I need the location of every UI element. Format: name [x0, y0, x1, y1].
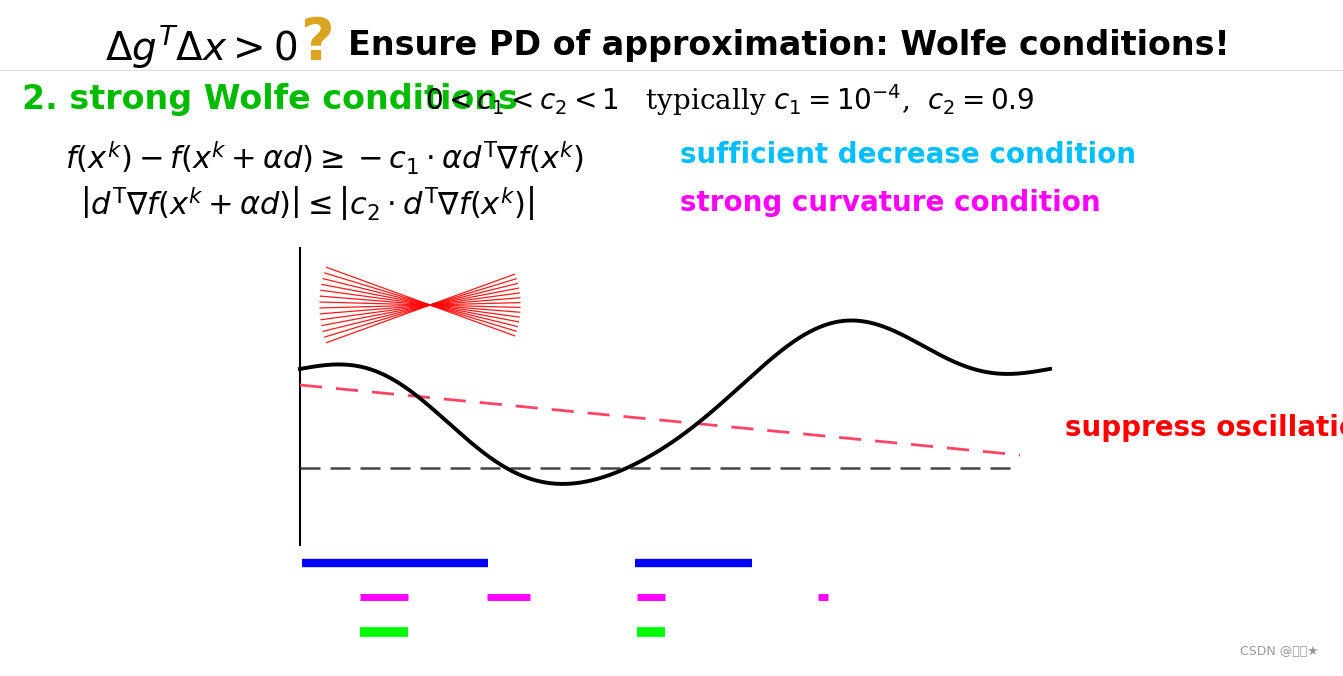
- Text: 2. strong Wolfe conditions: 2. strong Wolfe conditions: [21, 84, 518, 116]
- Text: CSDN @吴羽★: CSDN @吴羽★: [1240, 645, 1317, 658]
- Text: $\bf{?}$: $\bf{?}$: [299, 16, 332, 72]
- Text: Ensure PD of approximation: Wolfe conditions!: Ensure PD of approximation: Wolfe condit…: [348, 30, 1230, 62]
- Text: $\left|d^\mathrm{T} \nabla f(x^k + \alpha d)\right| \leq \left|c_2 \cdot d^\math: $\left|d^\mathrm{T} \nabla f(x^k + \alph…: [81, 184, 535, 222]
- Text: $f(x^k) - f(x^k + \alpha d) \geq -c_1 \cdot \alpha d^\mathrm{T} \nabla f(x^k)$: $f(x^k) - f(x^k + \alpha d) \geq -c_1 \c…: [64, 139, 584, 176]
- Text: $\Delta g^T \Delta x > 0$: $\Delta g^T \Delta x > 0$: [105, 22, 297, 70]
- Text: strong curvature condition: strong curvature condition: [680, 189, 1101, 217]
- Text: suppress oscillation: suppress oscillation: [1065, 414, 1343, 442]
- Text: $0 < c_1 < c_2 < 1$   typically $c_1 = 10^{-4}$,  $c_2 = 0.9$: $0 < c_1 < c_2 < 1$ typically $c_1 = 10^…: [424, 82, 1034, 118]
- Text: sufficient decrease condition: sufficient decrease condition: [680, 141, 1136, 169]
